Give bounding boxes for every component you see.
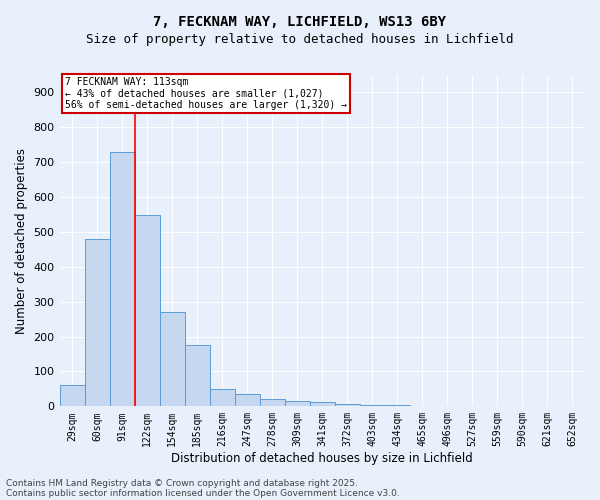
X-axis label: Distribution of detached houses by size in Lichfield: Distribution of detached houses by size … bbox=[172, 452, 473, 465]
Bar bbox=[85, 239, 110, 406]
Bar bbox=[285, 401, 310, 406]
Bar bbox=[59, 386, 85, 406]
Bar bbox=[110, 152, 134, 406]
Y-axis label: Number of detached properties: Number of detached properties bbox=[15, 148, 28, 334]
Bar bbox=[360, 404, 385, 406]
Bar bbox=[185, 346, 209, 406]
Bar bbox=[335, 404, 360, 406]
Bar bbox=[160, 312, 185, 406]
Text: Size of property relative to detached houses in Lichfield: Size of property relative to detached ho… bbox=[86, 32, 514, 46]
Text: Contains public sector information licensed under the Open Government Licence v3: Contains public sector information licen… bbox=[6, 488, 400, 498]
Bar bbox=[310, 402, 335, 406]
Text: 7 FECKNAM WAY: 113sqm
← 43% of detached houses are smaller (1,027)
56% of semi-d: 7 FECKNAM WAY: 113sqm ← 43% of detached … bbox=[65, 76, 347, 110]
Text: 7, FECKNAM WAY, LICHFIELD, WS13 6BY: 7, FECKNAM WAY, LICHFIELD, WS13 6BY bbox=[154, 15, 446, 29]
Bar bbox=[235, 394, 260, 406]
Bar bbox=[134, 214, 160, 406]
Bar bbox=[260, 400, 285, 406]
Text: Contains HM Land Registry data © Crown copyright and database right 2025.: Contains HM Land Registry data © Crown c… bbox=[6, 478, 358, 488]
Bar bbox=[385, 405, 410, 406]
Bar bbox=[209, 389, 235, 406]
